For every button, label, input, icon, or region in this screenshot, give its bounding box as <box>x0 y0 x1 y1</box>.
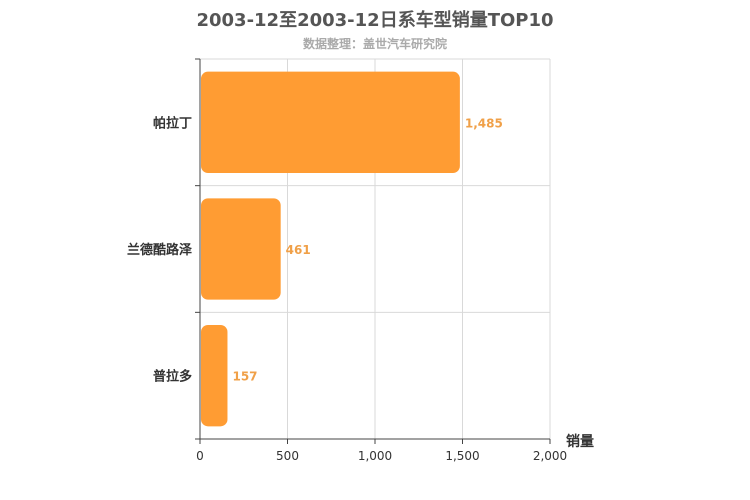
value-label: 1,485 <box>465 116 503 130</box>
chart-subtitle: 数据整理：盖世汽车研究院 <box>302 37 447 51</box>
category-label: 兰德酷路泽 <box>127 242 193 258</box>
x-tick-label: 1,000 <box>358 449 392 463</box>
x-tick-label: 2,000 <box>533 449 567 463</box>
bar-1 <box>201 198 281 300</box>
chart-title: 2003-12至2003-12日系车型销量TOP10 <box>196 10 554 31</box>
bar-0 <box>201 71 460 173</box>
x-tick-label: 1,500 <box>445 449 479 463</box>
x-axis-title: 销量 <box>566 433 594 450</box>
bar-2 <box>201 325 228 427</box>
category-label: 普拉多 <box>153 369 192 385</box>
value-label: 157 <box>232 370 257 384</box>
x-tick-label: 0 <box>196 449 204 463</box>
x-tick-label: 500 <box>276 449 299 463</box>
value-label: 461 <box>286 243 311 257</box>
category-label: 帕拉丁 <box>153 115 192 131</box>
